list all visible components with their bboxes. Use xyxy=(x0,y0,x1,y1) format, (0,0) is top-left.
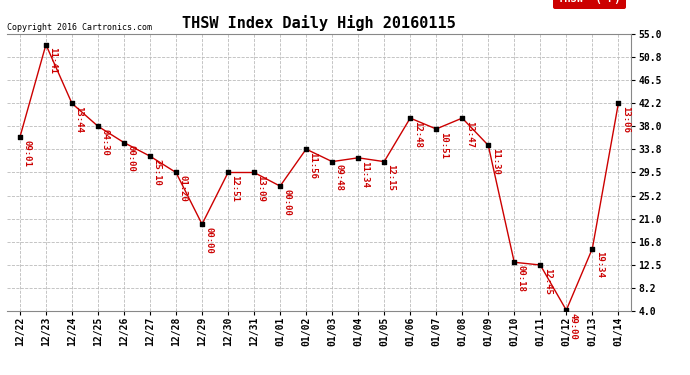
Text: 12:15: 12:15 xyxy=(386,164,395,191)
Text: 13:09: 13:09 xyxy=(257,175,266,202)
Text: 12:51: 12:51 xyxy=(230,175,239,202)
Point xyxy=(41,42,52,48)
Text: 13:44: 13:44 xyxy=(75,106,83,133)
Title: THSW Index Daily High 20160115: THSW Index Daily High 20160115 xyxy=(182,15,456,31)
Point xyxy=(535,262,546,268)
Text: 04:30: 04:30 xyxy=(101,129,110,156)
Point xyxy=(586,246,598,252)
Text: 12:45: 12:45 xyxy=(543,268,552,295)
Text: 00:00: 00:00 xyxy=(282,189,292,216)
Point xyxy=(561,307,572,313)
Text: 01:20: 01:20 xyxy=(179,175,188,202)
Point xyxy=(353,155,364,161)
Legend: THSW  (°F): THSW (°F) xyxy=(553,0,626,9)
Text: 11:34: 11:34 xyxy=(361,160,370,188)
Point xyxy=(119,140,130,146)
Point xyxy=(170,170,181,176)
Text: 11:56: 11:56 xyxy=(308,152,317,179)
Text: 09:01: 09:01 xyxy=(22,140,31,167)
Text: 10:51: 10:51 xyxy=(439,132,448,159)
Point xyxy=(509,259,520,265)
Text: 09:48: 09:48 xyxy=(335,164,344,191)
Point xyxy=(404,115,415,121)
Text: 13:06: 13:06 xyxy=(621,106,630,133)
Text: 00:00: 00:00 xyxy=(126,146,135,172)
Text: 11:30: 11:30 xyxy=(491,148,500,175)
Text: 12:48: 12:48 xyxy=(413,121,422,148)
Point xyxy=(379,159,390,165)
Point xyxy=(483,142,494,148)
Text: 49:00: 49:00 xyxy=(569,313,578,340)
Point xyxy=(457,115,468,121)
Point xyxy=(301,146,312,152)
Point xyxy=(248,170,259,176)
Text: 13:47: 13:47 xyxy=(464,121,473,148)
Text: Copyright 2016 Cartronics.com: Copyright 2016 Cartronics.com xyxy=(7,22,152,32)
Point xyxy=(613,100,624,106)
Point xyxy=(144,153,155,159)
Point xyxy=(275,183,286,189)
Point xyxy=(431,126,442,132)
Point xyxy=(66,100,77,106)
Point xyxy=(197,221,208,227)
Point xyxy=(14,134,26,140)
Point xyxy=(223,170,234,176)
Text: 11:41: 11:41 xyxy=(48,47,57,74)
Text: 00:18: 00:18 xyxy=(517,265,526,292)
Text: 25:10: 25:10 xyxy=(152,159,161,186)
Text: 00:00: 00:00 xyxy=(204,227,213,254)
Text: 19:34: 19:34 xyxy=(595,252,604,278)
Point xyxy=(92,123,104,129)
Point xyxy=(326,159,337,165)
